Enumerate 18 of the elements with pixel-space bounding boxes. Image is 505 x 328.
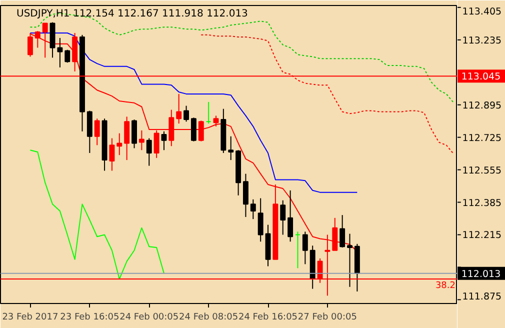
ref-line-label: 112.013 xyxy=(461,268,501,280)
x-tick-label: 24 Feb 08:05 xyxy=(179,312,238,322)
y-tick-label: 112.385 xyxy=(462,198,502,209)
y-tick-label: 111.875 xyxy=(462,292,502,303)
y-tick-label: 113.235 xyxy=(462,35,502,46)
annotation: 38.2 xyxy=(435,281,456,292)
x-tick-label: 24 Feb 00:05 xyxy=(120,312,179,322)
x-tick-label: 24 Feb 16:05 xyxy=(238,312,298,322)
x-tick-label: 23 Feb 2017 xyxy=(2,312,58,322)
x-tick-label: 23 Feb 16:05 xyxy=(60,312,120,322)
ref-line-label: 113.045 xyxy=(461,72,501,83)
y-tick-label: 112.895 xyxy=(462,100,502,112)
y-tick-label: 113.405 xyxy=(462,6,502,18)
y-tick-label: 112.215 xyxy=(462,230,502,242)
y-tick-label: 112.725 xyxy=(462,132,502,144)
chart-title: USDJPY,H1 112.154 112.167 111.918 112.013 xyxy=(16,8,248,20)
y-tick-label: 112.555 xyxy=(462,165,502,176)
x-tick-label: 27 Feb 00:05 xyxy=(298,312,357,322)
